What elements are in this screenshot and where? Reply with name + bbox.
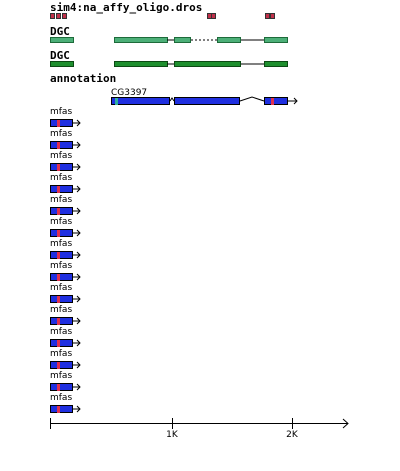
strand-arrow [76,383,81,391]
row-label: mfas [50,393,72,403]
feature-mark [57,142,60,149]
row-label: mfas [50,129,72,139]
row-label: mfas [50,261,72,271]
feature [50,295,73,303]
feature-mark [57,274,60,281]
feature-mark [57,340,60,347]
gene-model [111,96,298,105]
row-label: mfas [50,349,72,359]
feature [50,119,73,127]
feature-mark [57,296,60,303]
row-label: mfas [50,217,72,227]
gene-label: CG3397 [111,88,147,98]
feature [50,339,73,347]
feature [50,163,73,171]
strand-arrow [76,361,81,369]
track-title: DGC [50,25,70,38]
feature-mark [57,362,60,369]
track-title: sim4:na_affy_oligo.dros [50,1,202,14]
row-label: mfas [50,305,72,315]
feature-mark [57,164,60,171]
strand-arrow [76,339,81,347]
ruler [50,418,349,429]
row-label: mfas [50,107,72,117]
strand-arrow [76,273,81,281]
feature [50,207,73,215]
row-label: mfas [50,283,72,293]
strand-arrow [76,229,81,237]
feature-mark [57,252,60,259]
row-label: mfas [50,151,72,161]
oligo-features [50,13,275,19]
strand-arrow [76,295,81,303]
strand-arrow [76,119,81,127]
row-label: mfas [50,239,72,249]
feature-mark [57,186,60,193]
strand-arrow [76,141,81,149]
feature-mark [57,406,60,413]
strand-arrow [76,405,81,413]
track-title: DGC [50,49,70,62]
feature-mark [57,208,60,215]
feature [50,185,73,193]
feature-mark [57,318,60,325]
row-label: mfas [50,371,72,381]
strand-arrow [76,185,81,193]
mfas-rows: mfas mfas mfas mfas mfas mfas mfas mfas mfas mfas… [50,107,81,413]
row-label: mfas [50,195,72,205]
strand-arrow [76,163,81,171]
feature-mark [57,384,60,391]
feature [50,383,73,391]
feature [50,229,73,237]
row-label: mfas [50,327,72,337]
feature [50,405,73,413]
axis-label: 1K [166,430,179,440]
row-label: mfas [50,173,72,183]
feature [50,273,73,281]
strand-arrow [76,251,81,259]
axis-label: 2K [286,430,299,440]
feature-mark [57,230,60,237]
feature-mark [57,120,60,127]
feature [50,251,73,259]
feature [50,361,73,369]
dgc-features [50,61,288,67]
dgc-features [50,37,288,43]
feature [50,141,73,149]
strand-arrow [76,207,81,215]
feature [50,317,73,325]
track-title: annotation [50,72,116,85]
strand-arrow [76,317,81,325]
